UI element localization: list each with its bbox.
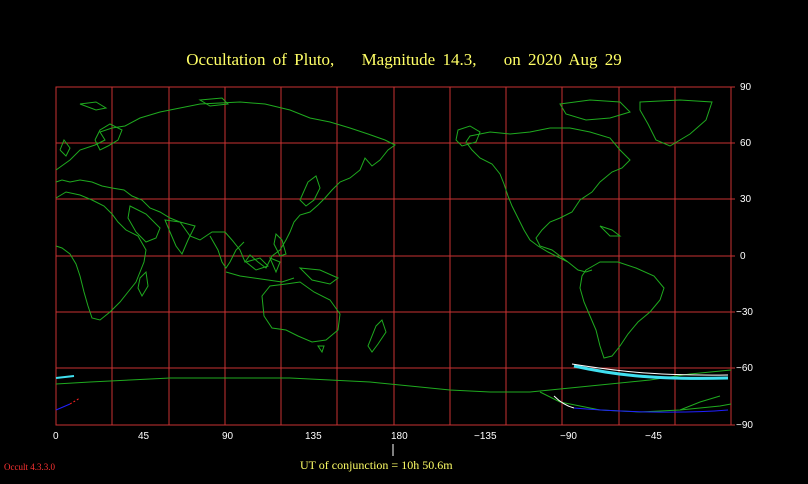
lat-tick-60: 60 bbox=[740, 138, 752, 149]
central-path-west bbox=[55, 375, 75, 379]
title-date: on 2020 Aug 29 bbox=[503, 50, 622, 69]
lon-tick-minus135: −135 bbox=[474, 431, 497, 442]
limit-red-west bbox=[69, 397, 81, 405]
central-path-east bbox=[573, 364, 729, 380]
version-label: Occult 4.3.3.0 bbox=[4, 462, 55, 472]
tick-marks bbox=[731, 86, 735, 426]
lon-tick-45: 45 bbox=[138, 431, 150, 442]
conjunction-time-label: UT of conjunction = 10h 50.6m bbox=[300, 458, 453, 472]
southern-limit-blue-west bbox=[55, 403, 71, 411]
lat-tick-30: 30 bbox=[740, 194, 752, 205]
lon-tick-180: 180 bbox=[391, 431, 408, 442]
lat-tick-90: 90 bbox=[740, 82, 752, 93]
title-magnitude: Magnitude 14.3, bbox=[361, 50, 477, 69]
lon-tick-minus45: −45 bbox=[645, 431, 662, 442]
lat-tick-0: 0 bbox=[740, 251, 746, 262]
graze-limit-white bbox=[553, 395, 575, 409]
lat-tick-minus30: −30 bbox=[736, 307, 753, 318]
lat-tick-minus90: −90 bbox=[736, 420, 753, 431]
lon-tick-0: 0 bbox=[53, 431, 59, 442]
coastlines bbox=[55, 97, 732, 413]
lon-tick-90: 90 bbox=[222, 431, 234, 442]
limit-line-white bbox=[571, 363, 729, 376]
lon-tick-minus90: −90 bbox=[560, 431, 577, 442]
map-title: Occultation of Pluto, Magnitude 14.3, on… bbox=[0, 50, 808, 70]
southern-limit-blue bbox=[573, 407, 729, 413]
lat-tick-minus60: −60 bbox=[736, 363, 753, 374]
lon-tick-135: 135 bbox=[305, 431, 322, 442]
title-object: Occultation of Pluto, bbox=[186, 50, 335, 69]
occultation-paths bbox=[55, 363, 729, 413]
